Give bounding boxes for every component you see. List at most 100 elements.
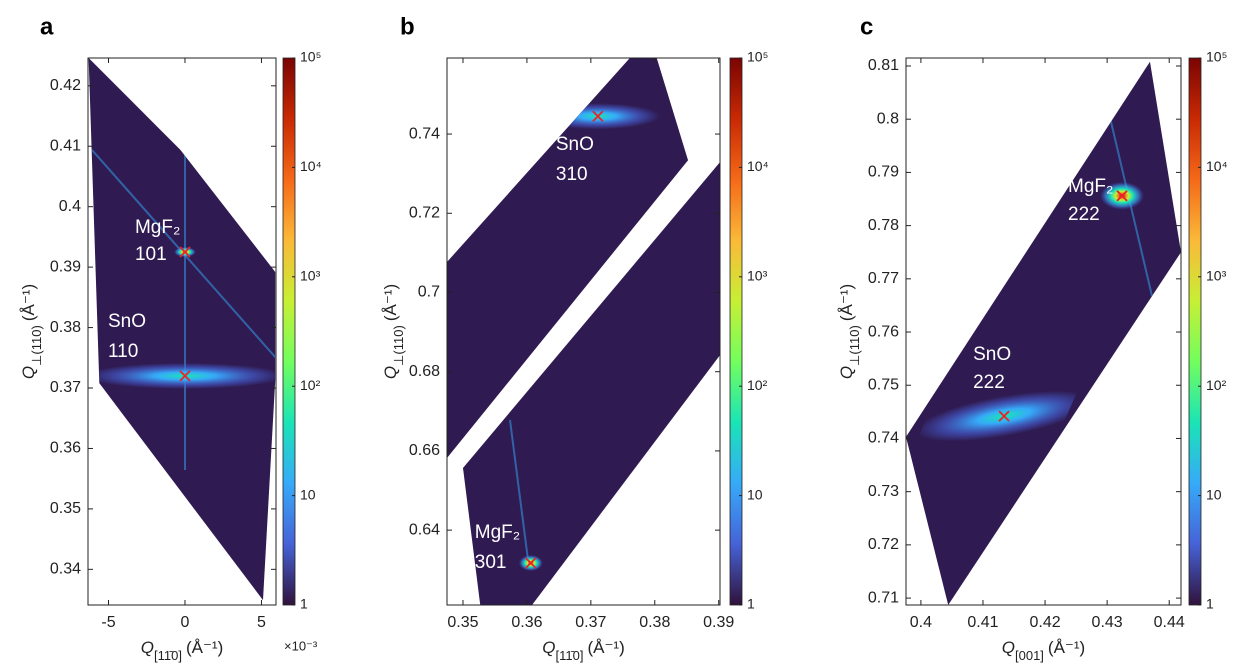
y-tick-label: 0.81 xyxy=(868,57,899,74)
axis-symbol: Q xyxy=(19,366,38,379)
colorbar-tick-label: 10 xyxy=(747,486,763,502)
axes-frame xyxy=(905,57,1182,606)
axis-unit: (Å⁻¹) xyxy=(837,284,856,321)
measured-region xyxy=(447,58,689,459)
peak-label: SnO xyxy=(108,311,146,332)
y-tick-label: 0.36 xyxy=(50,440,81,457)
peak-marker xyxy=(1116,190,1128,202)
peak-label: MgF₂ xyxy=(135,217,180,238)
axis-subscript: [11̄0] xyxy=(154,648,182,663)
colorbar-tick-label: 10⁵ xyxy=(747,49,768,65)
axis-symbol: Q xyxy=(1002,638,1015,657)
y-tick-label: 0.41 xyxy=(50,137,81,154)
x-tick-label: 0.35 xyxy=(447,614,478,631)
y-tick-label: 0.72 xyxy=(868,536,899,553)
y-tick-label: 0.7 xyxy=(418,284,440,301)
y-tick-label: 0.64 xyxy=(409,521,440,538)
y-tick-label: 0.39 xyxy=(50,258,81,275)
y-tick-label: 0.34 xyxy=(50,561,81,578)
x-tick-label: 0.38 xyxy=(639,614,670,631)
ylabel: Q⊥(110) (Å⁻¹) xyxy=(381,284,405,379)
peak-index: 310 xyxy=(556,164,588,185)
axis-symbol: Q xyxy=(381,366,400,379)
peak-marker xyxy=(592,110,604,122)
colorbar-tick-label: 10⁴ xyxy=(300,158,322,174)
y-tick-label: 0.74 xyxy=(868,430,899,447)
colorbar-tick-label: 10⁴ xyxy=(747,158,769,174)
axis-unit: (Å⁻¹) xyxy=(19,284,38,321)
panel-label: b xyxy=(400,13,415,40)
peak-label: MgF₂ xyxy=(1068,176,1113,197)
colorbar-tick-label: 10 xyxy=(1206,486,1222,502)
axis-subscript: [001] xyxy=(1015,648,1044,663)
colorbar xyxy=(282,57,296,606)
colorbar-tick-label: 1 xyxy=(1206,596,1214,612)
y-tick-label: 0.4 xyxy=(59,198,81,215)
x-tick-label: 5 xyxy=(257,614,266,631)
x-tick-label: 0.44 xyxy=(1154,614,1185,631)
y-tick-label: 0.74 xyxy=(409,125,440,142)
ylabel: Q⊥(110) (Å⁻¹) xyxy=(837,284,861,379)
colorbar-tick-label: 10² xyxy=(300,377,321,393)
x-multiplier: ×10⁻³ xyxy=(284,638,318,653)
y-tick-label: 0.71 xyxy=(868,589,899,606)
axis-subscript: [11̄0] xyxy=(555,648,583,663)
colorbar-tick-label: 10⁵ xyxy=(300,49,321,65)
x-tick-label: -5 xyxy=(101,614,115,631)
axes-frame xyxy=(87,57,277,606)
y-tick-label: 0.75 xyxy=(868,376,899,393)
x-tick-label: 0.37 xyxy=(575,614,606,631)
y-tick-label: 0.38 xyxy=(50,319,81,336)
x-tick-label: 0.39 xyxy=(703,614,734,631)
peak-index: 222 xyxy=(1068,204,1100,225)
colorbar-tick-label: 10⁴ xyxy=(1206,158,1228,174)
y-tick-label: 0.79 xyxy=(868,164,899,181)
peak-index: 101 xyxy=(135,244,167,265)
panel-label: c xyxy=(860,13,873,40)
axis-subscript: ⊥(110) xyxy=(29,325,44,366)
colorbar-tick-label: 1 xyxy=(300,596,308,612)
y-tick-label: 0.66 xyxy=(409,442,440,459)
x-tick-label: 0.41 xyxy=(967,614,998,631)
peak-label: SnO xyxy=(973,344,1011,365)
colorbar-tick-label: 10³ xyxy=(747,268,768,284)
y-tick-label: 0.72 xyxy=(409,204,440,221)
measured-region xyxy=(462,162,720,605)
x-tick-label: 0.42 xyxy=(1029,614,1060,631)
axis-unit: (Å⁻¹) xyxy=(1048,638,1085,657)
y-tick-label: 0.73 xyxy=(868,483,899,500)
y-tick-label: 0.68 xyxy=(409,363,440,380)
colorbar-tick-label: 10 xyxy=(300,486,316,502)
axis-subscript: ⊥(110) xyxy=(391,325,406,366)
x-tick-label: 0.43 xyxy=(1092,614,1123,631)
axis-subscript: ⊥(110) xyxy=(847,325,862,366)
colorbar-tick-label: 10² xyxy=(747,377,768,393)
peak-index: 222 xyxy=(973,372,1005,393)
axis-unit: (Å⁻¹) xyxy=(587,638,624,657)
y-tick-label: 0.78 xyxy=(868,217,899,234)
y-tick-label: 0.35 xyxy=(50,500,81,517)
axis-symbol: Q xyxy=(837,366,856,379)
streak xyxy=(509,419,529,561)
peak-index: 301 xyxy=(475,552,507,573)
axis-unit: (Å⁻¹) xyxy=(381,284,400,321)
y-tick-label: 0.76 xyxy=(868,323,899,340)
colorbar-tick-label: 10² xyxy=(1206,377,1227,393)
x-tick-label: 0.4 xyxy=(910,614,932,631)
colorbar-tick-label: 1 xyxy=(747,596,755,612)
axis-symbol: Q xyxy=(542,638,555,657)
y-tick-label: 0.37 xyxy=(50,379,81,396)
xlabel: Q[001] (Å⁻¹) xyxy=(1002,638,1085,662)
colorbar xyxy=(729,57,743,606)
colorbar-tick-label: 10⁵ xyxy=(1206,49,1227,65)
y-tick-label: 0.8 xyxy=(877,110,899,127)
peak-marker xyxy=(179,246,191,258)
colorbar xyxy=(1188,57,1202,606)
x-tick-label: 0 xyxy=(181,614,190,631)
colorbar-tick-label: 10³ xyxy=(1206,268,1227,284)
peak-marker xyxy=(998,410,1010,422)
peak-index: 110 xyxy=(108,341,138,362)
measured-region xyxy=(88,58,276,601)
y-tick-label: 0.42 xyxy=(50,77,81,94)
